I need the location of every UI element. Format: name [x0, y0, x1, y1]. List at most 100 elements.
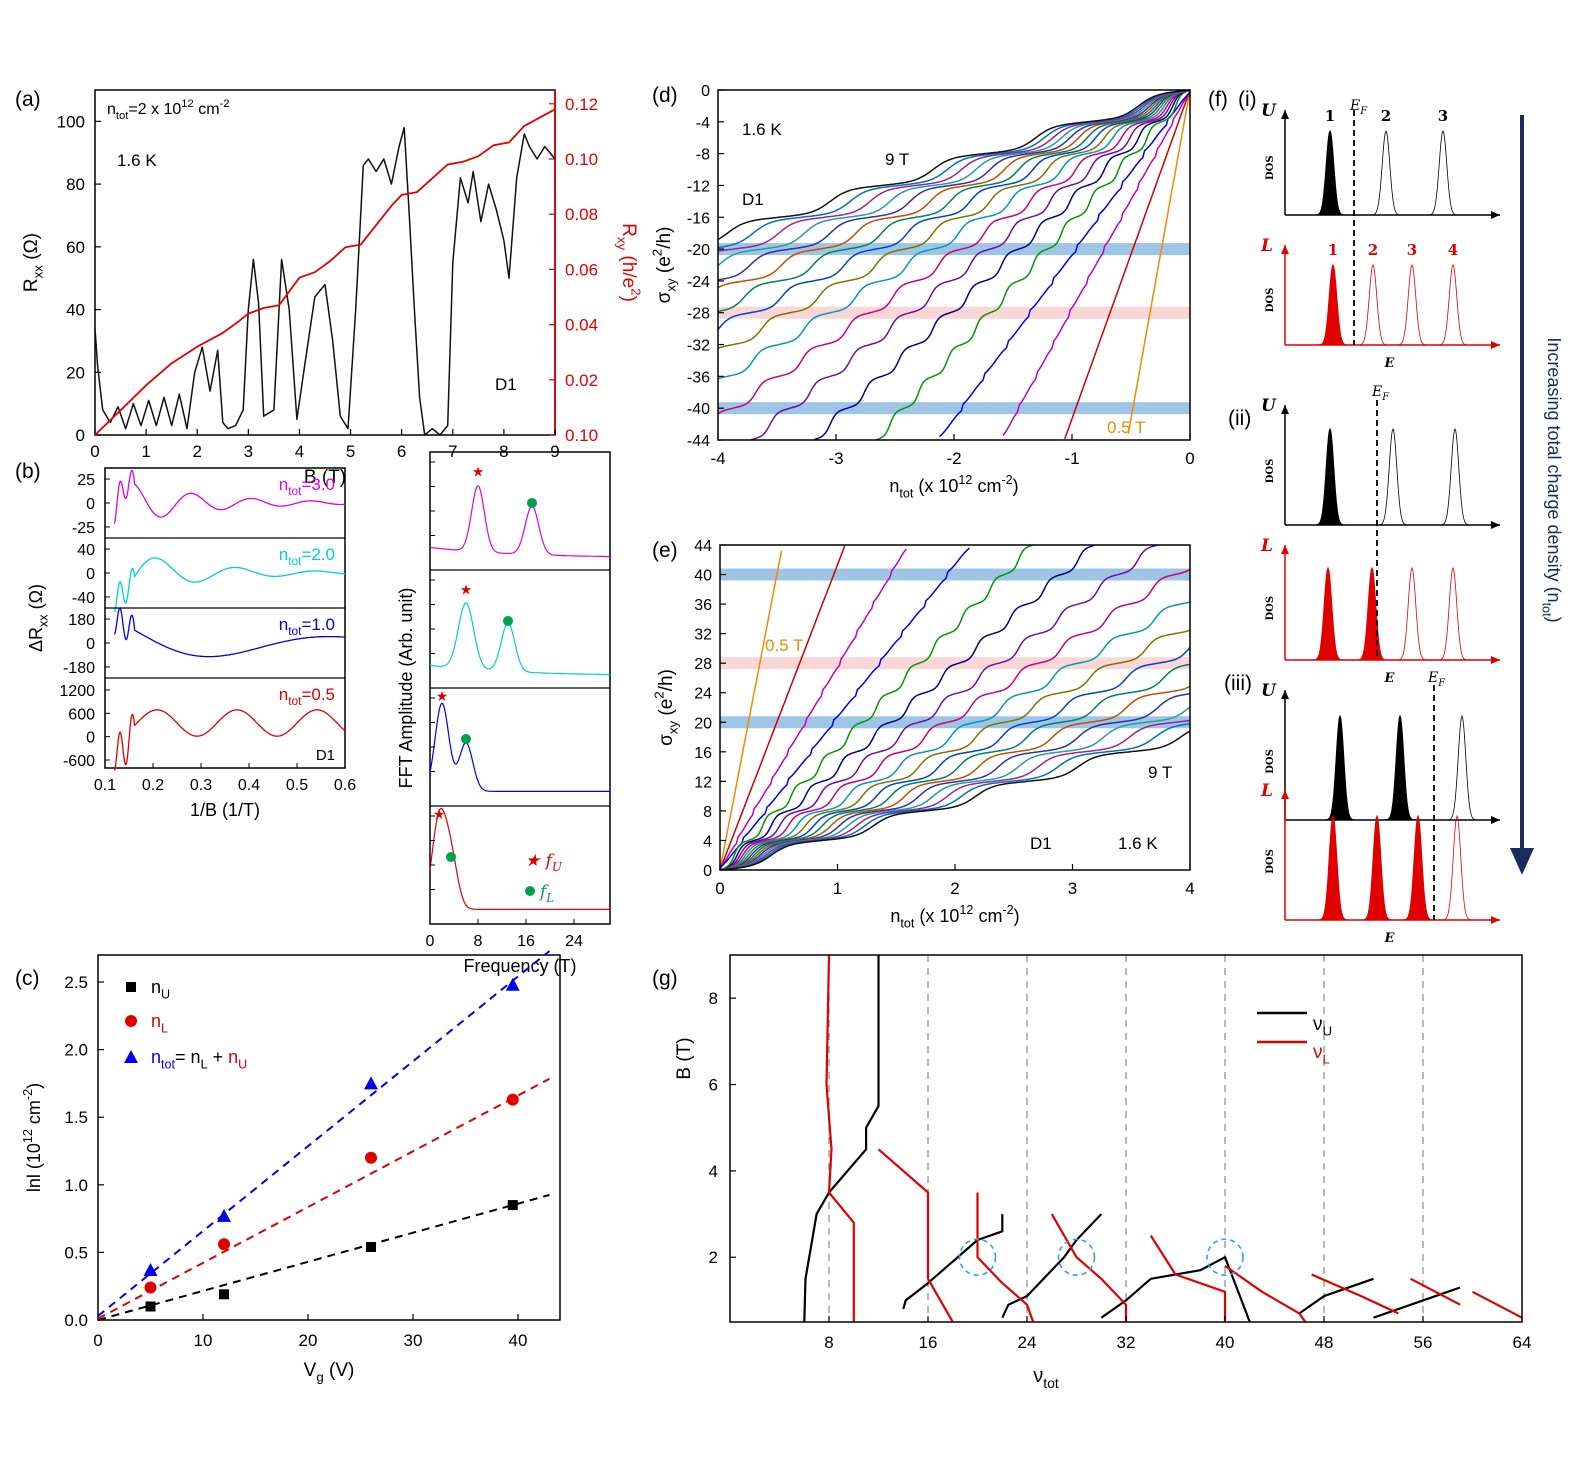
label-part: g	[316, 1370, 323, 1385]
y-tick-label: -40	[72, 590, 95, 607]
level-label: 2	[1381, 107, 1391, 125]
qh-trace-8T	[717, 89, 1191, 252]
qh-trace-9T	[719, 730, 1191, 871]
landau-peak	[1384, 714, 1416, 821]
crossing-circle	[1206, 1238, 1244, 1277]
label-part: 12	[21, 1129, 35, 1143]
panel-label: (e)	[652, 539, 678, 562]
x-tick-label: 4	[1185, 879, 1194, 898]
fl-marker	[503, 615, 513, 626]
qh-trace-6T	[717, 89, 1191, 313]
y2-tick-label: 0.10	[565, 150, 598, 169]
panel-b: (b) 250-25ntot=3.0400-40ntot=2.01800-180n…	[15, 460, 356, 820]
y-tick-label: 0	[703, 863, 712, 880]
x-axis-label: Frequency (T)	[463, 956, 576, 976]
y-tick-label: -600	[63, 753, 95, 770]
νL-segment	[877, 1148, 954, 1323]
fl-marker	[527, 497, 537, 508]
label-part: F	[1381, 392, 1390, 403]
layer-label: U	[1261, 681, 1277, 701]
x-tick-label: 3	[1068, 879, 1077, 898]
trace-label: ntot=1.0	[279, 615, 335, 638]
y-tick-label: -24	[687, 274, 710, 291]
label-part: U	[238, 1057, 247, 1071]
landau-peak	[1317, 263, 1349, 346]
axis-arrow	[1491, 341, 1500, 349]
qh-trace-4T	[717, 89, 1191, 415]
label-part: tot	[161, 1057, 176, 1071]
label-part: ★	[525, 851, 546, 871]
νU-segment	[1373, 1286, 1461, 1319]
crossing-circle	[1057, 1238, 1096, 1277]
landau-peak	[1446, 714, 1478, 821]
y-tick-label: 180	[68, 612, 95, 629]
trace-0	[113, 470, 346, 524]
x-tick-label: 0	[1185, 449, 1194, 468]
qh-trace-2.5T	[875, 89, 1191, 441]
panel-label: (g)	[652, 967, 678, 990]
energy-label: E	[1384, 931, 1396, 946]
y-tick-label: 12	[694, 774, 712, 791]
label-part: =2.0	[301, 545, 335, 564]
x-tick-label: 5	[346, 442, 355, 461]
y-tick-label: 2	[709, 1248, 718, 1267]
fft-trace	[429, 485, 610, 558]
x-axis-label: νtot	[1033, 1365, 1059, 1391]
qh-trace-8.5T	[717, 89, 1191, 249]
qh-trace-5.5T	[719, 646, 1191, 871]
y-tick-label: 2.0	[64, 1041, 88, 1060]
axis-arrow	[1281, 245, 1289, 254]
x-axis-label: Vg (V)	[304, 1360, 355, 1385]
y-tick-label: 1.0	[64, 1176, 88, 1195]
landau-peak	[1324, 714, 1356, 821]
fu-marker: ★	[460, 581, 473, 597]
y-tick-label: 0.0	[64, 1311, 88, 1330]
label-part: f	[538, 882, 549, 902]
legend-nuL: νL	[1313, 1042, 1330, 1067]
νL-segment	[976, 1192, 1035, 1323]
label-part: σ	[656, 734, 677, 746]
y-tick-label: 80	[66, 175, 85, 194]
y-tick-label: 8	[709, 989, 718, 1008]
x-tick-label: 0.3	[190, 777, 212, 794]
y-tick-label: -16	[687, 210, 710, 227]
marker-nU	[366, 1242, 376, 1252]
y-tick-label: 0	[86, 730, 95, 747]
label-part: 2	[651, 691, 666, 698]
νL-segment	[1224, 1264, 1307, 1323]
y-axis-label: lnl (1012 cm-2)	[21, 1083, 44, 1192]
label-part: -2	[1001, 473, 1012, 487]
label-part: tot	[900, 916, 915, 930]
label-part: n	[107, 101, 116, 118]
temperature-annotation: 1.6 K	[117, 151, 157, 170]
x-tick-label: -2	[946, 449, 961, 468]
legend-nU: nU	[151, 977, 170, 1001]
marker-nU	[219, 1289, 229, 1300]
axis-arrow	[1491, 521, 1500, 529]
νL-segment	[1050, 1213, 1128, 1322]
subpanel-label: (iii)	[1224, 672, 1252, 695]
axis-arrow	[1281, 405, 1289, 414]
νL-segment	[825, 954, 833, 1193]
y-tick-label: 32	[694, 627, 712, 644]
panel-a: 0 1 2 3 4 5 6 7 8 90204060801000.100.020.040.060.…	[15, 88, 644, 488]
y-axis-label: σxy (e2/h)	[651, 669, 680, 746]
label-part: /h)	[654, 227, 675, 249]
label-part: F	[1359, 106, 1368, 117]
layer-label: L	[1260, 236, 1273, 256]
plot-frame	[97, 954, 561, 1321]
label-part: U	[552, 860, 563, 874]
x-tick-label: 0.5	[286, 777, 308, 794]
density-annotation: ntot=2 x 1012 cm-2	[107, 98, 229, 122]
label-part: +	[208, 1047, 229, 1067]
y2-tick-label: 0.06	[565, 260, 598, 279]
landau-peak	[1312, 566, 1344, 661]
label-part: E	[1349, 98, 1360, 114]
label-part: R	[21, 278, 42, 292]
qh-trace-4.5T	[719, 601, 1191, 871]
x-tick-label: -1	[1064, 449, 1079, 468]
fermi-label: EF	[1349, 98, 1368, 117]
rxx-line	[94, 126, 556, 436]
